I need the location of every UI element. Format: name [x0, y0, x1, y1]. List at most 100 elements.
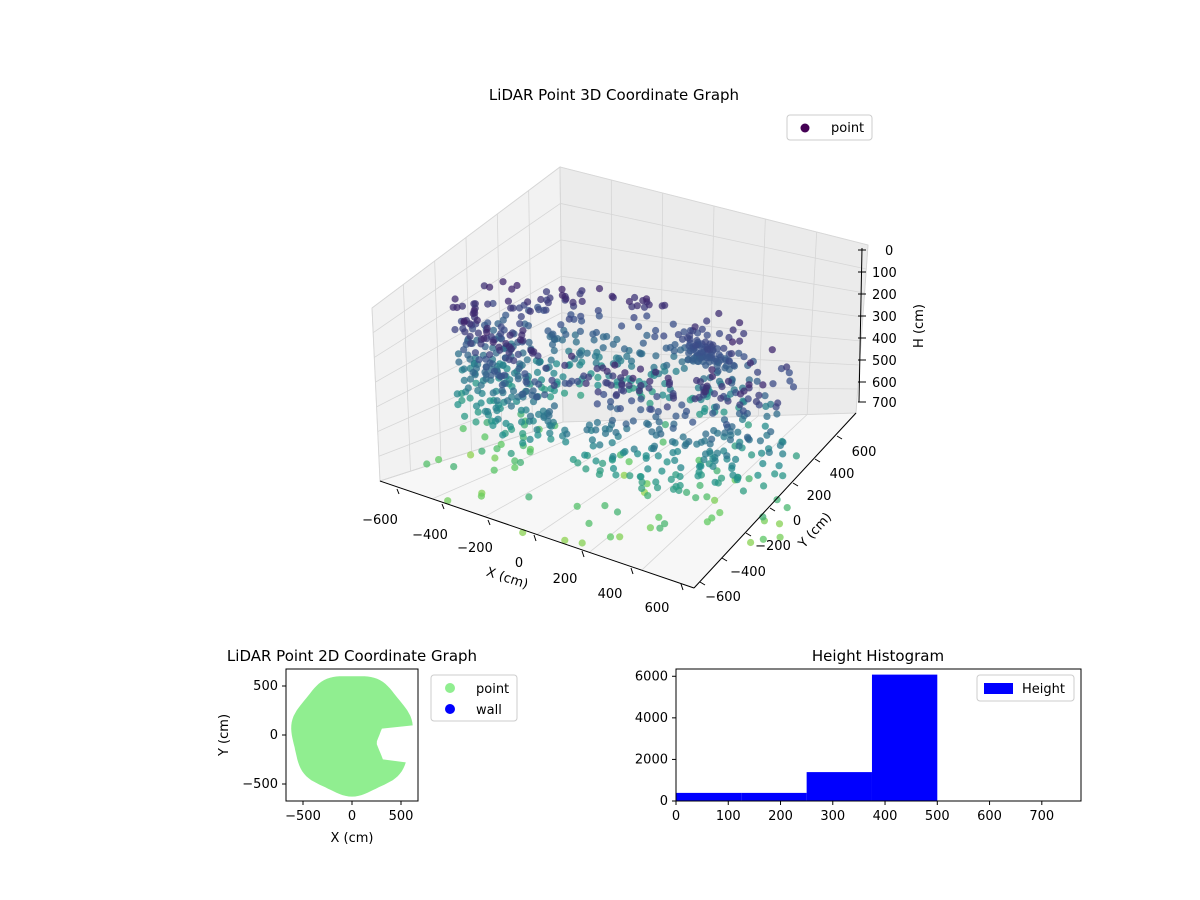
point-3d — [693, 376, 701, 385]
point-3d — [569, 455, 577, 464]
point-3d — [565, 380, 573, 388]
point-3d — [703, 354, 711, 362]
point-3d — [663, 361, 671, 369]
point-3d — [589, 330, 597, 338]
x-tick-label: 400 — [873, 809, 898, 824]
point-3d — [722, 420, 731, 429]
point-3d — [698, 325, 706, 333]
point-3d — [489, 344, 497, 352]
point-3d — [785, 369, 793, 377]
point-3d — [577, 312, 585, 320]
point-3d — [603, 367, 611, 375]
point-3d — [550, 387, 559, 395]
legend-3d: point — [786, 114, 873, 141]
point-3d — [603, 332, 611, 341]
x-tick-label: 500 — [389, 809, 414, 824]
point-3d — [693, 440, 701, 448]
point-3d — [484, 300, 492, 308]
point-3d — [583, 349, 591, 357]
point-3d — [754, 471, 762, 479]
point-3d — [644, 420, 653, 429]
histogram-title: Height Histogram — [812, 647, 944, 665]
point-3d — [748, 451, 756, 459]
point-3d — [562, 330, 570, 338]
point-3d — [745, 381, 753, 389]
point-3d — [572, 338, 580, 346]
point-3d — [715, 309, 723, 318]
point-3d — [530, 348, 538, 356]
point-3d — [460, 376, 468, 384]
point-3d — [669, 320, 677, 328]
point-3d — [759, 460, 767, 468]
legend-label-wall: wall — [476, 703, 502, 718]
point-3d — [638, 484, 646, 492]
point-3d — [645, 384, 653, 392]
point-3d — [585, 519, 593, 528]
point-3d — [765, 448, 773, 456]
point-3d — [541, 391, 549, 399]
point-3d — [489, 389, 497, 397]
point-3d — [526, 448, 534, 456]
point-3d — [578, 297, 586, 305]
point-3d — [483, 328, 491, 336]
point-3d — [677, 464, 685, 472]
z-axis-label-3d: H (cm) — [912, 304, 927, 348]
point-3d — [630, 314, 638, 322]
point-3d — [691, 395, 699, 403]
point-3d — [537, 295, 545, 304]
point-3d — [482, 363, 490, 371]
point-3d — [611, 361, 619, 369]
point-3d — [736, 337, 744, 345]
point-3d — [652, 326, 660, 335]
point-3d — [669, 449, 677, 457]
point-3d — [609, 372, 617, 380]
point-3d — [759, 381, 767, 389]
y-tick-label: 500 — [253, 679, 278, 694]
x-tick-label: 600 — [645, 601, 670, 616]
point-3d — [612, 428, 620, 437]
point-3d — [680, 364, 688, 372]
point-3d — [498, 381, 506, 389]
y-tick-label: 200 — [807, 489, 832, 504]
x-tick-label: 400 — [598, 587, 623, 602]
point-3d — [477, 492, 485, 500]
point-3d — [519, 390, 527, 398]
point-3d — [628, 362, 636, 370]
point-3d — [792, 452, 801, 460]
point-3d — [595, 285, 604, 293]
points-3d — [423, 278, 801, 547]
point-3d — [635, 387, 643, 395]
histogram-bar — [741, 792, 807, 801]
point-3d — [473, 316, 481, 324]
point-3d — [728, 462, 736, 470]
point-3d — [466, 394, 474, 402]
point-3d — [490, 367, 499, 375]
point-3d — [627, 357, 636, 365]
point-3d — [594, 307, 602, 315]
point-3d — [618, 380, 626, 388]
z-tick-label: 100 — [872, 266, 897, 281]
point-3d — [709, 409, 717, 417]
point-3d — [783, 363, 791, 371]
point-3d — [606, 403, 615, 411]
point-3d — [576, 290, 584, 298]
point-3d — [767, 428, 775, 436]
point-3d — [633, 302, 641, 310]
point-3d — [756, 437, 765, 445]
point-3d — [710, 390, 719, 398]
point-3d — [607, 381, 615, 389]
point-3d — [497, 323, 505, 331]
legend-marker-wall — [445, 704, 455, 714]
point-3d — [713, 449, 722, 457]
point-3d — [489, 326, 498, 334]
point-3d — [573, 502, 581, 510]
point-3d — [504, 397, 512, 405]
point-3d — [559, 373, 567, 381]
point-3d — [472, 402, 481, 410]
point-3d — [450, 463, 458, 471]
point-3d — [703, 493, 711, 501]
point-3d — [620, 471, 628, 479]
point-3d — [768, 346, 776, 354]
point-3d — [544, 417, 552, 425]
point-3d — [645, 301, 653, 309]
